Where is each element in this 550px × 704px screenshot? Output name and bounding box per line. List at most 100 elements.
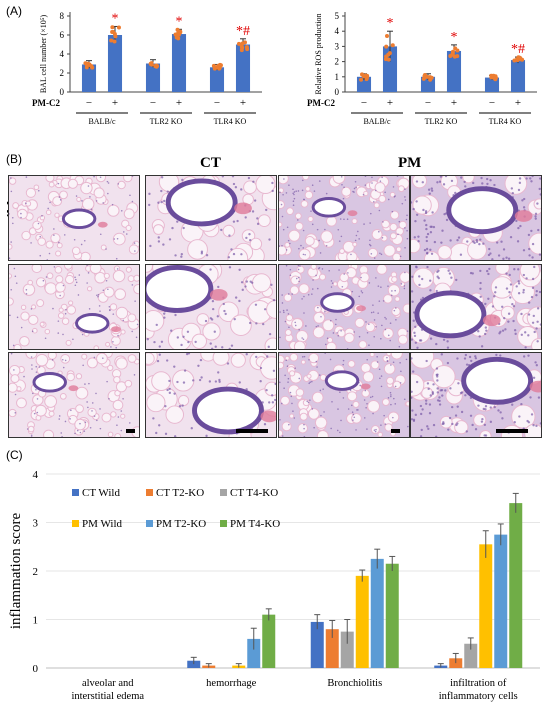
nucleus bbox=[527, 354, 530, 357]
legend-swatch bbox=[72, 489, 79, 496]
alveolus bbox=[288, 370, 296, 377]
y-axis-label: Relative ROS production bbox=[314, 14, 323, 95]
nucleus bbox=[520, 333, 523, 336]
alveolus bbox=[120, 329, 126, 335]
alveolus bbox=[59, 392, 67, 400]
nucleus bbox=[93, 176, 95, 178]
nucleus bbox=[255, 322, 258, 325]
nucleus bbox=[311, 184, 314, 186]
nucleus bbox=[99, 310, 101, 312]
nucleus bbox=[274, 398, 276, 402]
alveolus bbox=[297, 423, 308, 434]
alveolus bbox=[68, 300, 74, 306]
nucleus bbox=[438, 403, 442, 406]
nucleus bbox=[297, 268, 300, 271]
bar bbox=[247, 638, 261, 668]
vessel bbox=[68, 385, 79, 392]
nucleus bbox=[350, 404, 353, 407]
alveolus bbox=[325, 341, 337, 349]
nucleus bbox=[116, 237, 119, 240]
alveolus bbox=[383, 244, 396, 257]
nucleus bbox=[95, 392, 97, 395]
nucleus bbox=[509, 235, 513, 239]
nucleus bbox=[316, 228, 319, 231]
nucleus bbox=[389, 339, 391, 342]
alveolus bbox=[307, 216, 314, 223]
legend-label: CT T2-KO bbox=[156, 487, 204, 499]
alveolus bbox=[381, 398, 390, 406]
nucleus bbox=[435, 435, 438, 437]
alveolus bbox=[81, 197, 95, 211]
nucleus bbox=[265, 208, 268, 212]
nucleus bbox=[393, 397, 395, 400]
alveolus bbox=[373, 202, 380, 209]
alveolus bbox=[283, 293, 293, 302]
nucleus bbox=[247, 176, 251, 180]
nucleus bbox=[517, 292, 521, 295]
alveolus bbox=[123, 208, 135, 220]
nucleus bbox=[393, 196, 396, 198]
nucleus bbox=[347, 272, 349, 274]
nucleus bbox=[436, 387, 439, 390]
nucleus bbox=[396, 176, 399, 177]
nucleus bbox=[427, 188, 431, 191]
nucleus bbox=[25, 176, 28, 178]
nucleus bbox=[99, 176, 102, 179]
bronchiole bbox=[311, 197, 347, 218]
nucleus bbox=[291, 293, 293, 295]
alveolus bbox=[411, 353, 435, 369]
nucleus bbox=[307, 293, 310, 296]
nucleus bbox=[131, 330, 133, 333]
nucleus bbox=[484, 434, 488, 437]
data-point bbox=[109, 38, 114, 43]
nucleus bbox=[358, 335, 361, 338]
nucleus bbox=[36, 411, 39, 414]
nucleus bbox=[415, 266, 418, 269]
alveolus bbox=[151, 371, 172, 391]
data-point bbox=[450, 49, 455, 54]
alveolus bbox=[397, 185, 405, 193]
nucleus bbox=[346, 348, 349, 349]
nucleus bbox=[375, 277, 377, 279]
nucleus bbox=[182, 381, 186, 384]
nucleus bbox=[457, 382, 460, 385]
nucleus bbox=[446, 340, 449, 343]
nucleus bbox=[152, 417, 155, 420]
data-point bbox=[240, 41, 245, 46]
nucleus bbox=[436, 270, 439, 274]
scale-bar bbox=[126, 429, 135, 433]
nucleus bbox=[380, 337, 382, 340]
alveolus bbox=[44, 328, 51, 335]
nucleus bbox=[10, 353, 13, 355]
nucleus bbox=[298, 377, 301, 380]
nucleus bbox=[87, 406, 89, 409]
nucleus bbox=[361, 291, 364, 294]
nucleus bbox=[116, 268, 119, 270]
treatment-mark: + bbox=[112, 97, 118, 109]
nucleus bbox=[531, 242, 535, 246]
nucleus bbox=[517, 226, 520, 230]
nucleus bbox=[342, 397, 345, 399]
nucleus bbox=[279, 381, 281, 384]
data-point bbox=[386, 52, 391, 57]
alveolus bbox=[20, 304, 27, 311]
nucleus bbox=[16, 316, 19, 319]
alveolus bbox=[284, 242, 291, 248]
alveolus bbox=[361, 389, 370, 398]
treatment-mark: − bbox=[214, 97, 220, 109]
data-point bbox=[216, 63, 221, 68]
nucleus bbox=[263, 423, 267, 426]
nucleus bbox=[351, 290, 354, 293]
nucleus bbox=[125, 233, 128, 235]
alveolus bbox=[279, 221, 283, 228]
nucleus bbox=[20, 212, 22, 215]
nucleus bbox=[433, 240, 437, 244]
nucleus bbox=[58, 196, 61, 198]
nucleus bbox=[404, 247, 406, 249]
alveolus bbox=[311, 391, 324, 404]
alveolus bbox=[103, 286, 115, 298]
nucleus bbox=[91, 402, 94, 404]
alveolus bbox=[112, 399, 124, 411]
nucleus bbox=[529, 177, 532, 180]
nucleus bbox=[245, 236, 248, 240]
